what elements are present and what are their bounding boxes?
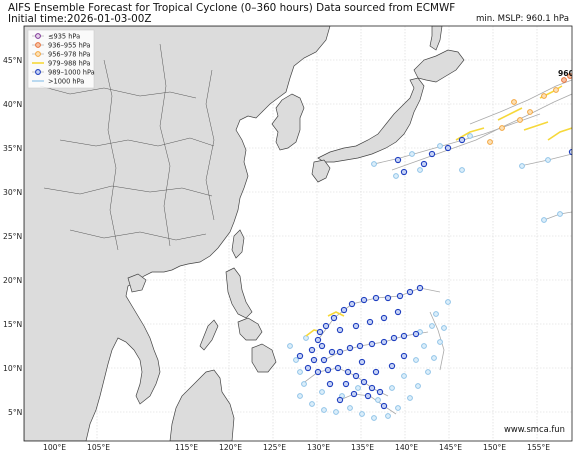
philippines-luzon (225, 267, 253, 319)
plot-frame (23, 25, 573, 442)
lat-label: 30°N (3, 188, 22, 197)
legend-swatch (35, 69, 41, 75)
legend-swatch (35, 42, 41, 48)
legend-swatch (35, 33, 41, 39)
japan-kyushu (311, 159, 331, 183)
philippines-visayas (237, 317, 263, 341)
asia-mainland (24, 26, 331, 441)
legend-item: 989–1000 hPa (32, 69, 95, 77)
lon-label: 130°E (307, 443, 330, 452)
map-title: AIFS Ensemble Forecast for Tropical Cycl… (8, 2, 456, 14)
markers-over-1000 (287, 133, 563, 421)
korean-peninsula (271, 93, 305, 151)
lon-label: 120°E (219, 443, 242, 452)
peak-pressure-label: 960 (558, 69, 574, 78)
legend-label: >1000 hPa (48, 78, 84, 86)
lon-label: 155°E (527, 443, 550, 452)
lat-label: 20°N (3, 276, 22, 285)
init-time: Initial time:2026-01-03-00Z (8, 13, 152, 25)
legend-swatch (35, 51, 41, 57)
lat-label: 40°N (3, 100, 22, 109)
lat-label: 15°N (3, 320, 22, 329)
legend-label: ≤935 hPa (48, 33, 80, 41)
lat-label: 25°N (3, 232, 22, 241)
lon-label: 150°E (483, 443, 506, 452)
palawan (199, 319, 219, 351)
hainan (127, 273, 147, 293)
lat-label: 5°N (8, 408, 22, 417)
sakhalin (429, 26, 443, 51)
credit-text: www.smca.fun (504, 424, 565, 434)
japan-honshu (317, 77, 425, 163)
philippines-mindanao (251, 343, 277, 373)
legend-label: 956–978 hPa (48, 51, 90, 59)
province-borders (39, 43, 215, 251)
lon-label: 105°E (87, 443, 110, 452)
lon-label: 115°E (175, 443, 198, 452)
lon-label: 145°E (439, 443, 462, 452)
lon-label: 135°E (351, 443, 374, 452)
legend-label: 989–1000 hPa (48, 69, 95, 77)
markers-989-1000 (296, 136, 572, 410)
lon-labels: 100°E 105°E 115°E 120°E 125°E 130°E 135°… (43, 443, 550, 452)
lon-label: 140°E (395, 443, 418, 452)
lon-label: 125°E (263, 443, 286, 452)
lon-label: 100°E (43, 443, 66, 452)
legend-item: 956–978 hPa (32, 51, 90, 59)
legend-box (27, 29, 95, 89)
legend-label: 936–955 hPa (48, 42, 90, 50)
lat-label: 10°N (3, 364, 22, 373)
legend-item: ≤935 hPa (32, 33, 80, 41)
taiwan (231, 229, 245, 259)
legend-label: 979–988 hPa (48, 60, 90, 68)
lat-label: 35°N (3, 144, 22, 153)
lat-labels: 45°N 40°N 35°N 30°N 25°N 20°N 15°N 10°N … (3, 56, 22, 417)
lat-label: 45°N (3, 56, 22, 65)
markers-956-978 (487, 87, 559, 145)
markers-936-955 (561, 73, 572, 83)
borneo (169, 369, 235, 441)
legend: ≤935 hPa 936–955 hPa 956–978 hPa 979–988… (27, 29, 95, 89)
legend-item: 979–988 hPa (32, 60, 90, 68)
legend-item: >1000 hPa (32, 78, 84, 86)
legend-item: 936–955 hPa (32, 42, 90, 50)
japan-hokkaido (413, 49, 465, 83)
min-mslp-readout: min. MSLP: 960.1 hPa (476, 14, 569, 24)
